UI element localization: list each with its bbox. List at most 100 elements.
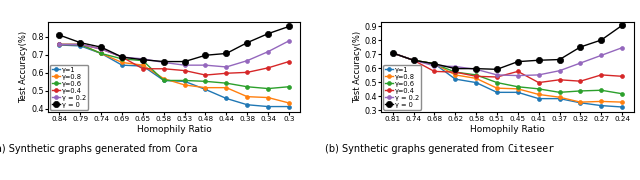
γ = 0	[285, 25, 292, 28]
γ=1	[243, 104, 251, 106]
γ=0.4	[180, 69, 188, 72]
γ=0.8	[160, 78, 168, 80]
Legend: γ=1, γ=0.8, γ=0.6, γ=0.4, γ = 0.2, γ = 0: γ=1, γ=0.8, γ=0.6, γ=0.4, γ = 0.2, γ = 0	[50, 65, 88, 110]
γ=0.8	[389, 52, 397, 54]
γ=0.6	[410, 59, 417, 61]
γ = 0	[451, 68, 459, 70]
γ=0.4	[556, 79, 563, 81]
γ=0.8	[97, 52, 105, 55]
γ=1	[618, 106, 626, 108]
γ = 0	[56, 34, 63, 36]
γ=1	[514, 91, 522, 93]
γ=1	[160, 79, 168, 82]
γ=0.4	[577, 80, 584, 82]
γ = 0.2	[577, 62, 584, 64]
γ=0.8	[577, 101, 584, 103]
γ=1	[139, 65, 147, 67]
γ = 0.2	[285, 40, 292, 42]
γ=0.8	[618, 101, 626, 103]
γ=0.6	[556, 91, 563, 93]
γ = 0.2	[597, 54, 605, 57]
γ=0.8	[77, 43, 84, 46]
γ=0.8	[431, 63, 438, 65]
Line: γ = 0: γ = 0	[56, 23, 292, 65]
γ=0.8	[202, 87, 209, 89]
Line: γ=0.4: γ=0.4	[58, 42, 291, 77]
γ=1	[472, 82, 480, 84]
γ=0.6	[389, 52, 397, 54]
γ=0.4	[410, 59, 417, 61]
γ=0.6	[180, 79, 188, 82]
γ = 0.2	[514, 75, 522, 77]
Text: Cora: Cora	[174, 144, 198, 154]
Y-axis label: Test Accuracy(%): Test Accuracy(%)	[19, 31, 28, 103]
γ=1	[577, 102, 584, 104]
γ=0.8	[285, 102, 292, 104]
γ = 0	[77, 42, 84, 44]
γ = 0	[493, 68, 501, 70]
γ=0.6	[451, 71, 459, 73]
γ=0.6	[431, 63, 438, 65]
γ=1	[410, 59, 417, 61]
γ=0.6	[160, 79, 168, 82]
Text: Citeseer: Citeseer	[508, 144, 554, 154]
γ = 0.2	[556, 70, 563, 72]
γ = 0.2	[472, 68, 480, 70]
γ=0.8	[451, 74, 459, 76]
γ=0.8	[118, 61, 126, 64]
Legend: γ=1, γ=0.8, γ=0.6, γ=0.4, γ = 0.2, γ = 0: γ=1, γ=0.8, γ=0.6, γ=0.4, γ = 0.2, γ = 0	[383, 65, 421, 110]
γ = 0	[431, 63, 438, 65]
γ=0.6	[597, 89, 605, 91]
γ = 0	[139, 59, 147, 61]
γ=0.4	[243, 71, 251, 73]
γ=0.4	[97, 48, 105, 50]
γ=1	[285, 105, 292, 108]
γ=0.4	[618, 75, 626, 77]
γ = 0.2	[618, 47, 626, 49]
γ=0.8	[410, 59, 417, 61]
Line: γ=0.6: γ=0.6	[390, 51, 624, 96]
γ=0.6	[223, 82, 230, 84]
γ=0.8	[472, 77, 480, 80]
γ = 0	[389, 52, 397, 54]
γ = 0	[243, 42, 251, 44]
γ=0.6	[577, 90, 584, 92]
Line: γ=0.8: γ=0.8	[390, 51, 624, 104]
γ=0.4	[118, 56, 126, 58]
γ=0.6	[77, 43, 84, 46]
γ = 0	[514, 60, 522, 63]
γ=1	[431, 63, 438, 65]
γ=0.4	[223, 72, 230, 74]
γ=0.6	[285, 86, 292, 88]
γ = 0.2	[97, 48, 105, 50]
γ = 0.2	[223, 66, 230, 68]
γ=0.6	[472, 74, 480, 76]
γ=0.4	[451, 71, 459, 73]
γ = 0	[180, 60, 188, 63]
γ=1	[389, 52, 397, 54]
γ=0.4	[597, 74, 605, 76]
γ=0.6	[264, 87, 272, 90]
γ = 0	[472, 68, 480, 70]
γ = 0.2	[202, 64, 209, 66]
γ = 0.2	[139, 58, 147, 60]
γ = 0	[410, 59, 417, 61]
Line: γ = 0.2: γ = 0.2	[390, 46, 624, 78]
γ = 0.2	[389, 52, 397, 54]
γ=1	[535, 98, 543, 100]
γ=0.6	[618, 93, 626, 95]
γ=0.6	[493, 82, 501, 84]
γ=0.4	[389, 52, 397, 54]
γ=0.4	[56, 43, 63, 46]
Line: γ=0.8: γ=0.8	[58, 42, 291, 105]
γ=0.8	[180, 84, 188, 86]
γ=1	[118, 64, 126, 66]
γ=0.8	[535, 93, 543, 96]
γ=0.4	[139, 68, 147, 70]
γ=0.4	[431, 70, 438, 73]
γ = 0	[535, 59, 543, 61]
γ=1	[202, 88, 209, 91]
γ=0.8	[264, 96, 272, 99]
Line: γ=0.6: γ=0.6	[58, 42, 291, 91]
γ=0.4	[493, 76, 501, 78]
